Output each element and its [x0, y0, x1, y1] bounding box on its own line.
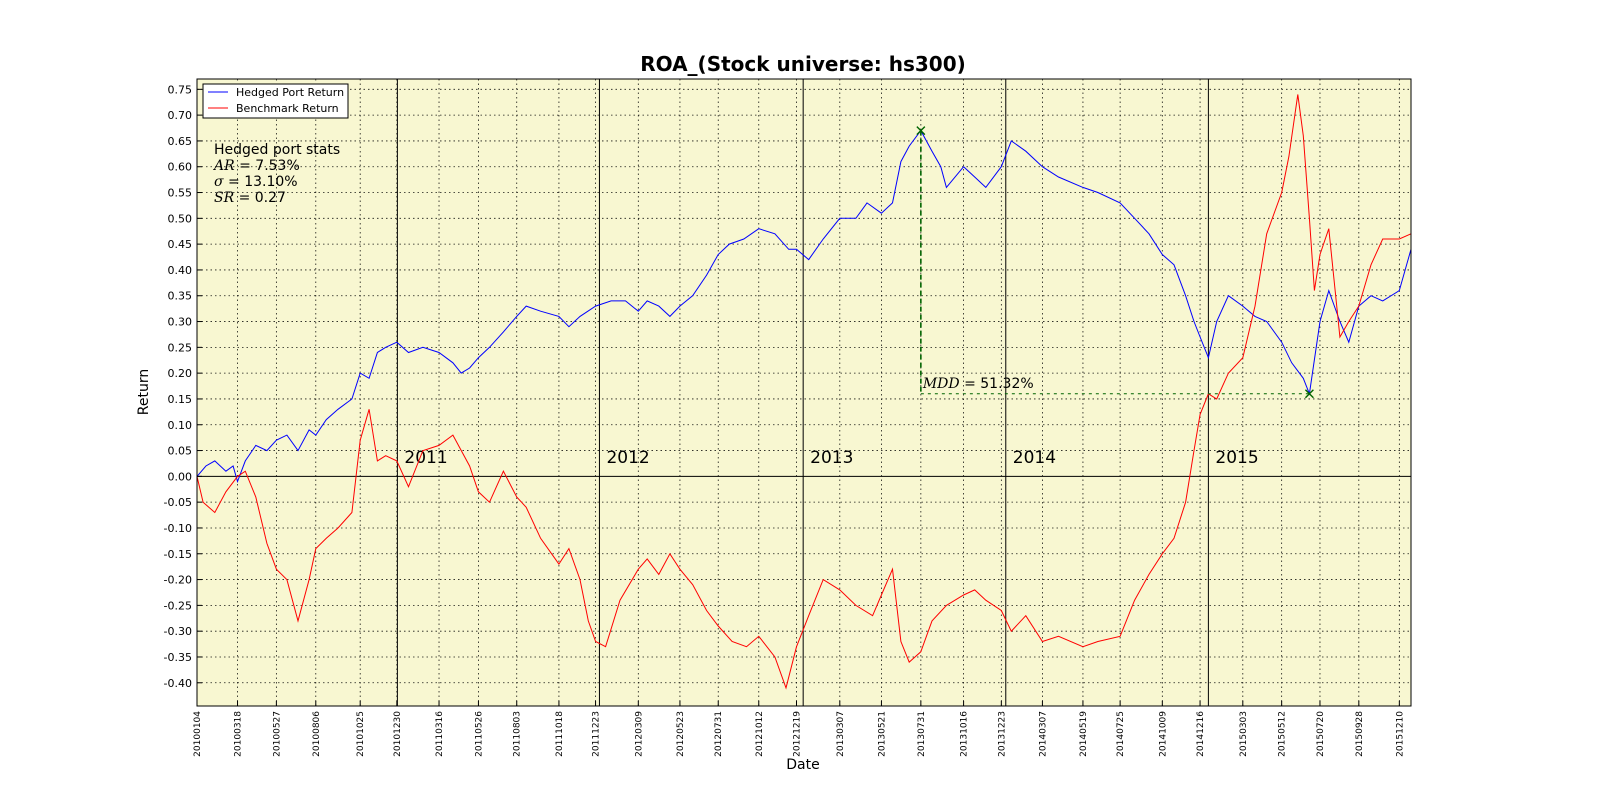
- x-tick-label: 20151210: [1395, 711, 1405, 757]
- year-label: 2014: [1013, 448, 1056, 468]
- plot-area: [197, 79, 1411, 706]
- y-axis-ticks: -0.40 -0.35 -0.30 -0.25 -0.20 -0.15 -0.10 -0.05…: [164, 83, 202, 690]
- year-label: 2015: [1215, 448, 1258, 468]
- y-tick-label: 0.00: [168, 470, 193, 483]
- series-line-benchmark-return: [196, 94, 1412, 690]
- x-tick-label: 20110316: [435, 711, 445, 757]
- x-tick-label: 20140725: [1116, 711, 1126, 757]
- y-tick-label: 0.05: [168, 445, 193, 458]
- x-tick-label: 20121012: [755, 711, 765, 757]
- grid-lines: [196, 79, 1411, 706]
- x-tick-label: 20111018: [555, 711, 565, 757]
- x-tick-label: 20111223: [592, 711, 602, 757]
- y-tick-label: 0.30: [168, 316, 193, 329]
- y-tick-label: -0.25: [164, 599, 192, 612]
- stat-ar-value: 7.53%: [255, 158, 299, 174]
- y-tick-label: 0.40: [168, 264, 193, 277]
- y-tick-label: 0.70: [168, 109, 193, 122]
- mdd-label-name: MDD =: [922, 376, 980, 392]
- y-tick-label: 0.55: [168, 187, 193, 200]
- x-tick-label: 20121219: [793, 711, 803, 757]
- year-label: 2012: [606, 448, 649, 468]
- y-tick-label: -0.20: [164, 574, 192, 587]
- stat-sr: SR = 0.27: [214, 190, 286, 206]
- series-line-hedged-port-return: [196, 129, 1412, 484]
- y-tick-label: 0.20: [168, 367, 193, 380]
- plot-frame: [196, 78, 1412, 707]
- y-tick-label: -0.30: [164, 625, 192, 638]
- x-tick-label: 20131223: [997, 711, 1007, 757]
- x-tick-label: 20110526: [474, 711, 484, 757]
- legend-box: [202, 83, 349, 119]
- y-tick-label: 0.15: [168, 393, 193, 406]
- y-tick-label: 0.10: [168, 419, 193, 432]
- y-tick-label: 0.35: [168, 290, 193, 303]
- chart-title: ROA_(Stock universe: hs300): [640, 52, 966, 76]
- stat-sigma-value: 13.10%: [244, 174, 297, 190]
- x-tick-label: 20141009: [1158, 711, 1168, 757]
- x-tick-label: 20100318: [234, 711, 244, 757]
- stat-ar: AR = 7.53%: [212, 158, 300, 174]
- x-tick-label: 20141216: [1196, 711, 1206, 757]
- x-axis-ticks: 20100104 20100318 20100527 20100806 20101025…: [193, 701, 1405, 757]
- stat-sr-label: SR =: [214, 190, 255, 206]
- stat-sr-value: 0.27: [255, 190, 286, 206]
- x-tick-label: 20100806: [312, 711, 322, 757]
- stats-annotation: Hedged port stats AR = 7.53% σ = 13.10% …: [212, 142, 340, 206]
- mdd-trough-marker: [1304, 389, 1314, 399]
- x-tick-label: 20120731: [714, 711, 724, 757]
- legend-label-hedged: Hedged Port Return: [236, 86, 344, 99]
- x-tick-label: 20140307: [1038, 711, 1048, 757]
- stats-title: Hedged port stats: [214, 142, 340, 158]
- x-tick-label: 20130731: [917, 711, 927, 757]
- mdd-label-value: 51.32%: [980, 376, 1033, 392]
- x-tick-label: 20130521: [877, 711, 887, 757]
- stat-sigma-label: σ =: [214, 174, 244, 190]
- y-tick-label: -0.40: [164, 677, 192, 690]
- x-tick-label: 20100104: [193, 711, 203, 757]
- y-tick-label: 0.45: [168, 238, 193, 251]
- y-tick-label: -0.15: [164, 548, 192, 561]
- x-tick-label: 20150928: [1355, 711, 1365, 757]
- y-tick-label: 0.50: [168, 212, 193, 225]
- x-tick-label: 20150512: [1278, 711, 1288, 757]
- year-markers: 2011 2012 2013 2014 2015: [396, 79, 1259, 706]
- year-label: 2013: [810, 448, 853, 468]
- x-tick-label: 20130307: [836, 711, 846, 757]
- max-drawdown-annotation: MDD = 51.32%: [916, 126, 1314, 399]
- year-label: 2011: [404, 448, 447, 468]
- legend-label-benchmark: Benchmark Return: [236, 102, 339, 115]
- series-lines: [196, 94, 1412, 690]
- stat-ar-label: AR =: [212, 158, 255, 174]
- x-tick-label: 20131016: [960, 711, 970, 757]
- x-tick-label: 20101025: [356, 711, 366, 757]
- x-tick-label: 20110803: [513, 711, 523, 757]
- y-tick-label: -0.10: [164, 522, 192, 535]
- y-tick-label: 0.65: [168, 135, 193, 148]
- y-tick-label: -0.35: [164, 651, 192, 664]
- x-axis-label: Date: [786, 757, 819, 773]
- x-tick-label: 20120309: [634, 711, 644, 757]
- y-tick-label: 0.60: [168, 161, 193, 174]
- y-tick-label: 0.25: [168, 341, 193, 354]
- y-tick-label: 0.75: [168, 83, 193, 96]
- stat-sigma: σ = 13.10%: [214, 174, 298, 190]
- x-tick-label: 20140519: [1079, 711, 1089, 757]
- x-tick-label: 20150303: [1239, 711, 1249, 757]
- x-tick-label: 20150720: [1316, 711, 1326, 757]
- mdd-label: MDD = 51.32%: [922, 376, 1034, 392]
- x-tick-label: 20120523: [676, 711, 686, 757]
- mdd-peak-marker: [916, 126, 926, 136]
- legend: Hedged Port Return Benchmark Return: [202, 83, 349, 119]
- y-tick-label: -0.05: [164, 496, 192, 509]
- y-axis-label: Return: [136, 369, 152, 415]
- x-tick-label: 20101230: [393, 711, 403, 757]
- x-tick-label: 20100527: [272, 711, 282, 757]
